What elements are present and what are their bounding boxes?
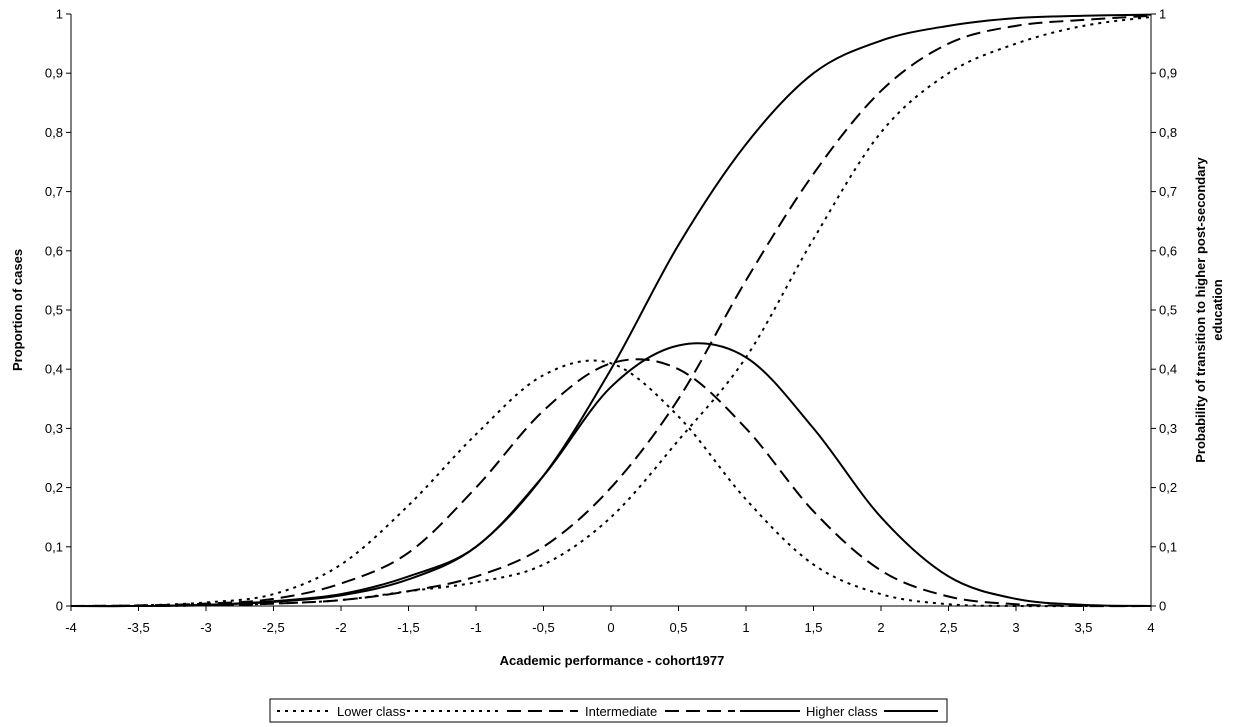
x-tick-label: -4 [65,620,77,635]
legend-label-higher: Higher class [806,704,878,719]
series-line-distribution-intermediate [70,358,1152,608]
x-tick-label: -2,5 [262,620,284,635]
x-tick-label: -1 [470,620,482,635]
y-tick-label-left: 0 [56,599,63,614]
legend: Lower class Intermediate Higher class [269,698,948,723]
y-tick-label-left: 0,4 [45,362,63,377]
series-line-transition-intermediate [70,14,1152,608]
y-tick-label-right: 0,7 [1159,184,1177,199]
x-tick-label: -1,5 [397,620,419,635]
y-tick-label-right: 0,5 [1159,303,1177,318]
y-tick-label-left: 0,7 [45,184,63,199]
x-tick-label: -0,5 [532,620,554,635]
axes: -4 -3,5 -3 -2,5 -2 -1,5 -1 -0,5 0 0,5 1 1,5 2 2,5 3 3,5… [45,7,1177,636]
y-tick-label-left: 0,5 [45,303,63,318]
y-axis-title-right-line-2: education [1210,279,1225,340]
x-tick-label: 0 [607,620,614,635]
y-tick-label-right: 0,9 [1159,66,1177,81]
series-line-transition-lower-class [70,15,1152,608]
y-tick-label-right: 1 [1159,7,1166,22]
y-axis-title-right-line-1: Probability of transition to higher post… [1193,156,1208,462]
series-layer [70,13,1152,608]
x-tick-label: -3 [200,620,212,635]
y-tick-label-left: 0,8 [45,125,63,140]
y-tick-label-right: 0,1 [1159,539,1177,554]
y-axis-title-right: Probability of transition to higher post… [1193,156,1225,462]
legend-label-lower: Lower class [337,704,406,719]
series-line-transition-higher-class [70,13,1152,608]
y-tick-label-right: 0 [1159,599,1166,614]
x-tick-label: -2 [335,620,347,635]
x-tick-label: -3,5 [127,620,149,635]
x-axis-title: Academic performance - cohort1977 [500,653,725,668]
series-line-distribution-lower-class [70,359,1151,608]
y-tick-label-left: 1 [56,7,63,22]
x-tick-label: 0,5 [669,620,687,635]
x-tick-label: 2 [877,620,884,635]
x-tick-label: 4 [1147,620,1154,635]
y-tick-label-left: 0,2 [45,480,63,495]
y-tick-label-left: 0,6 [45,243,63,258]
x-tick-label: 1 [742,620,749,635]
y-axis-title-left: Proportion of cases [10,249,25,371]
y-tick-label-right: 0,6 [1159,243,1177,258]
x-tick-label: 3 [1012,620,1019,635]
x-tick-label: 3,5 [1074,620,1092,635]
legend-box [269,698,948,723]
y-tick-label-left: 0,1 [45,539,63,554]
series-line-distribution-higher-class [70,342,1152,608]
y-tick-label-left: 0,9 [45,66,63,81]
y-tick-label-left: 0,3 [45,421,63,436]
y-tick-label-right: 0,2 [1159,480,1177,495]
y-tick-label-right: 0,3 [1159,421,1177,436]
legend-label-intermediate: Intermediate [585,704,657,719]
x-tick-label: 2,5 [939,620,957,635]
y-tick-label-right: 0,4 [1159,362,1177,377]
x-tick-label: 1,5 [804,620,822,635]
y-tick-label-right: 0,8 [1159,125,1177,140]
